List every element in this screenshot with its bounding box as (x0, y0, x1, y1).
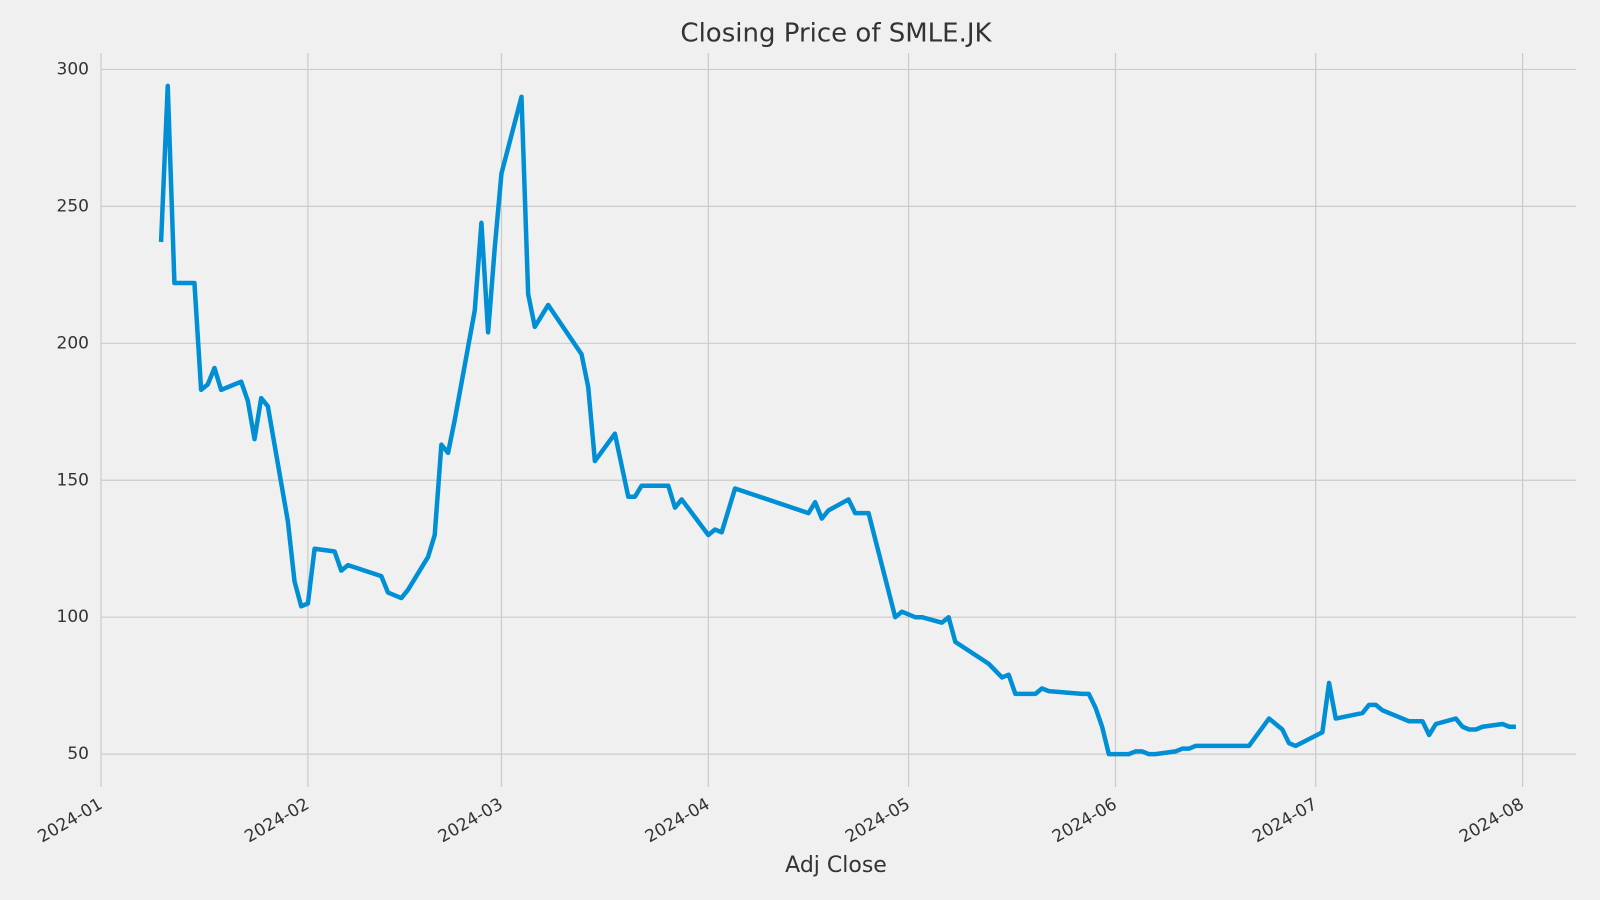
y-tick-label: 100 (57, 607, 89, 627)
y-tick-label: 150 (57, 470, 89, 490)
y-tick-label: 250 (57, 196, 89, 216)
y-tick-label: 200 (57, 333, 89, 353)
y-tick-label: 300 (57, 59, 89, 79)
chart-title: Closing Price of SMLE.JK (680, 19, 992, 49)
price-line (158, 83, 1516, 757)
y-tick-label: 50 (67, 744, 89, 764)
x-axis-label: Adj Close (785, 853, 887, 878)
